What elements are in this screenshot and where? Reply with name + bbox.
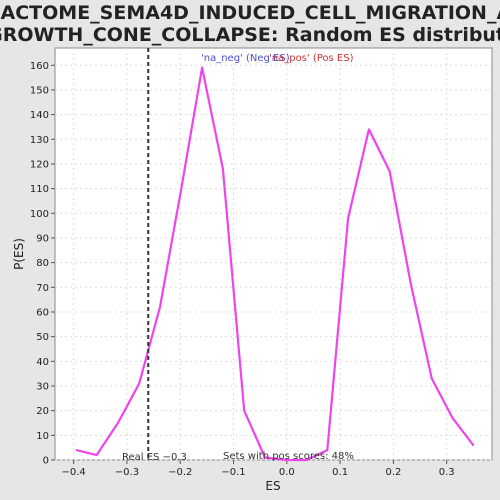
x-tick-label: 0.0 (279, 467, 295, 478)
y-tick-label: 90 (36, 233, 49, 244)
y-tick-label: 130 (30, 135, 49, 146)
x-tick-label: −0.3 (115, 467, 139, 478)
x-tick-label: −0.4 (62, 467, 86, 478)
x-tick-label: 0.1 (332, 467, 348, 478)
es-data-point (451, 417, 454, 419)
es-data-point (305, 459, 308, 461)
y-tick-label: 0 (43, 456, 49, 467)
x-tick-label: −0.1 (221, 467, 245, 478)
x-tick-label: 0.2 (385, 467, 401, 478)
es-distribution-line (76, 66, 475, 462)
es-data-point (95, 454, 98, 456)
x-tick-label: −0.2 (168, 467, 192, 478)
legend-neg-es: 'na_neg' (Neg ES) (201, 53, 290, 64)
es-data-point (264, 456, 266, 459)
es-data-point (243, 409, 245, 412)
y-tick-label: 100 (30, 209, 49, 220)
es-data-point (347, 217, 349, 220)
footnote: Sets with pos scores: 48% (223, 451, 354, 462)
y-tick-label: 50 (36, 332, 49, 343)
es-data-point (222, 168, 224, 170)
y-axis-label: P(ES) (12, 238, 26, 270)
legend-pos-es: 'na_pos' (Pos ES) (269, 53, 354, 64)
x-axis-label: ES (265, 479, 280, 493)
es-data-point (75, 449, 78, 451)
es-data-point (159, 306, 161, 308)
es-data-point (410, 284, 412, 286)
y-tick-label: 70 (36, 283, 49, 294)
y-tick-label: 120 (30, 159, 49, 170)
es-data-point (138, 382, 141, 385)
x-axis-ticks: −0.4 −0.3 −0.2 −0.1 0.0 0.1 0.2 0.3 (62, 460, 455, 478)
grid-lines (55, 48, 492, 461)
chart-title-line-2: D_GROWTH_CONE_COLLAPSE: Random ES distri… (0, 24, 500, 46)
y-tick-label: 160 (30, 61, 49, 72)
y-tick-label: 150 (30, 85, 49, 96)
es-data-point (284, 459, 287, 461)
y-tick-label: 140 (30, 110, 49, 121)
es-data-point (117, 422, 119, 424)
y-tick-label: 10 (36, 431, 49, 442)
series-layer (75, 66, 475, 462)
y-tick-label: 20 (36, 406, 49, 417)
es-data-point (180, 187, 183, 190)
y-tick-label: 60 (36, 307, 49, 318)
plot-area (54, 47, 493, 461)
es-data-point (201, 66, 203, 69)
y-tick-label: 80 (36, 258, 49, 269)
y-axis-ticks: 0 10 20 30 40 50 60 70 80 90 100 110 120 130 140 150 160 (30, 61, 55, 467)
es-data-point (326, 449, 329, 451)
real-es-label: Real ES −0.3 (122, 452, 187, 463)
es-data-point (472, 444, 475, 446)
chart-title-line-1: REACTOME_SEMA4D_INDUCED_CELL_MIGRATION_A… (0, 2, 500, 24)
es-data-point (368, 128, 370, 131)
es-data-point (430, 377, 433, 380)
x-tick-label: 0.3 (439, 467, 455, 478)
y-tick-label: 30 (36, 381, 49, 392)
es-data-point (388, 170, 391, 173)
y-tick-label: 40 (36, 357, 49, 368)
y-tick-label: 110 (30, 184, 49, 195)
